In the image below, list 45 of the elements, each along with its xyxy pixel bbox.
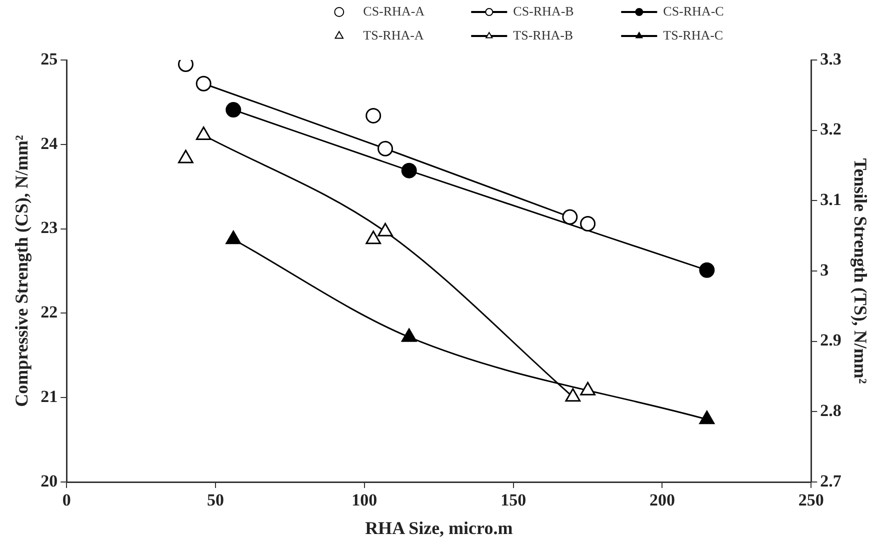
point bbox=[580, 382, 596, 396]
point bbox=[226, 102, 242, 118]
y2-axis-title: Tensile Strength (TS), N/mm² bbox=[850, 158, 871, 384]
y-axis-title: Compressive Strength (CS), N/mm² bbox=[11, 135, 32, 407]
y2-tick-label: 2.7 bbox=[820, 471, 842, 490]
y-tick-label: 23 bbox=[40, 218, 58, 238]
point bbox=[401, 162, 417, 178]
x-axis-title: RHA Size, micro.m bbox=[365, 518, 513, 538]
legend-label: CS-RHA-B bbox=[513, 3, 574, 18]
x-tick-label: 200 bbox=[649, 490, 675, 510]
y2-tick-label: 3 bbox=[820, 260, 829, 280]
legend-label: TS-RHA-C bbox=[663, 27, 724, 42]
x-tick-label: 250 bbox=[798, 490, 824, 510]
y2-tick-label: 2.8 bbox=[820, 401, 842, 420]
y2-tick-label: 2.9 bbox=[820, 330, 842, 350]
point bbox=[378, 140, 394, 156]
x-tick-label: 0 bbox=[62, 490, 71, 510]
x-tick-label: 150 bbox=[500, 490, 526, 510]
y-tick-label: 24 bbox=[40, 134, 58, 153]
point bbox=[580, 216, 596, 232]
y-tick-label: 22 bbox=[40, 302, 58, 322]
legend-label: CS-RHA-A bbox=[363, 3, 426, 18]
legend-label: TS-RHA-B bbox=[513, 27, 574, 42]
legend-label: TS-RHA-A bbox=[363, 27, 424, 42]
y-tick-label: 25 bbox=[40, 49, 58, 68]
x-tick-label: 50 bbox=[207, 490, 224, 510]
point bbox=[562, 209, 578, 225]
point bbox=[226, 230, 242, 244]
y2-tick-label: 3.2 bbox=[820, 120, 842, 139]
y2-tick-label: 3.3 bbox=[820, 49, 842, 68]
point bbox=[178, 150, 194, 164]
point bbox=[401, 328, 417, 342]
y-tick-label: 20 bbox=[40, 471, 58, 490]
point bbox=[196, 126, 212, 140]
point bbox=[699, 262, 715, 278]
point bbox=[378, 222, 393, 236]
point bbox=[366, 230, 382, 244]
point bbox=[196, 76, 212, 92]
point bbox=[565, 388, 581, 402]
point bbox=[366, 108, 382, 124]
point bbox=[699, 410, 715, 424]
y-tick-label: 21 bbox=[40, 386, 58, 406]
x-tick-label: 100 bbox=[352, 490, 378, 510]
y2-tick-label: 3.1 bbox=[820, 190, 842, 210]
legend-label: CS-RHA-C bbox=[663, 3, 724, 18]
